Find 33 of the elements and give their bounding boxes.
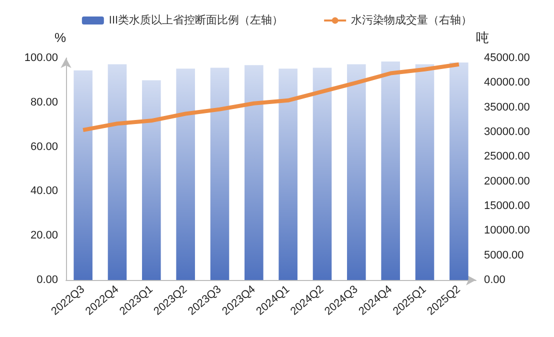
legend-label: III类水质以上省控断面比例（左轴） bbox=[108, 14, 284, 26]
line-series bbox=[81, 62, 461, 132]
y-tick-label: 0.00 bbox=[36, 274, 58, 286]
y-axis-title: % bbox=[54, 30, 66, 45]
y2-tick-label: 30000.00 bbox=[484, 126, 530, 138]
y2-tick-label: 5000.00 bbox=[484, 249, 524, 262]
y2-tick-label: 35000.00 bbox=[484, 101, 530, 114]
y2-tick-label: 40000.00 bbox=[484, 76, 530, 89]
y-tick-label: 60.00 bbox=[30, 140, 58, 153]
bar bbox=[347, 64, 366, 280]
y-tick-label: 20.00 bbox=[30, 230, 58, 242]
bar bbox=[74, 70, 92, 280]
bar bbox=[312, 68, 332, 280]
bar bbox=[415, 64, 434, 280]
y2-tick-label: 15000.00 bbox=[484, 200, 530, 212]
bar bbox=[176, 68, 195, 280]
bar bbox=[381, 62, 400, 280]
bar bbox=[142, 80, 161, 280]
bar bbox=[278, 68, 298, 280]
y2-tick-label: 45000.00 bbox=[484, 52, 530, 64]
y2-tick-label: 0.00 bbox=[484, 274, 506, 286]
y2-axis-title: 吨 bbox=[476, 30, 489, 45]
y-tick-label: 100.00 bbox=[24, 52, 58, 64]
bar bbox=[244, 65, 264, 280]
bar bbox=[108, 64, 127, 280]
y2-tick-label: 10000.00 bbox=[484, 224, 530, 237]
y2-tick-label: 20000.00 bbox=[484, 175, 530, 188]
legend-label: 水污染物成交量（右轴） bbox=[351, 14, 472, 26]
y2-tick-label: 25000.00 bbox=[484, 150, 530, 163]
bar bbox=[450, 62, 468, 280]
bar bbox=[210, 68, 230, 280]
y-tick-label: 80.00 bbox=[30, 96, 58, 108]
y-tick-label: 40.00 bbox=[30, 185, 58, 198]
